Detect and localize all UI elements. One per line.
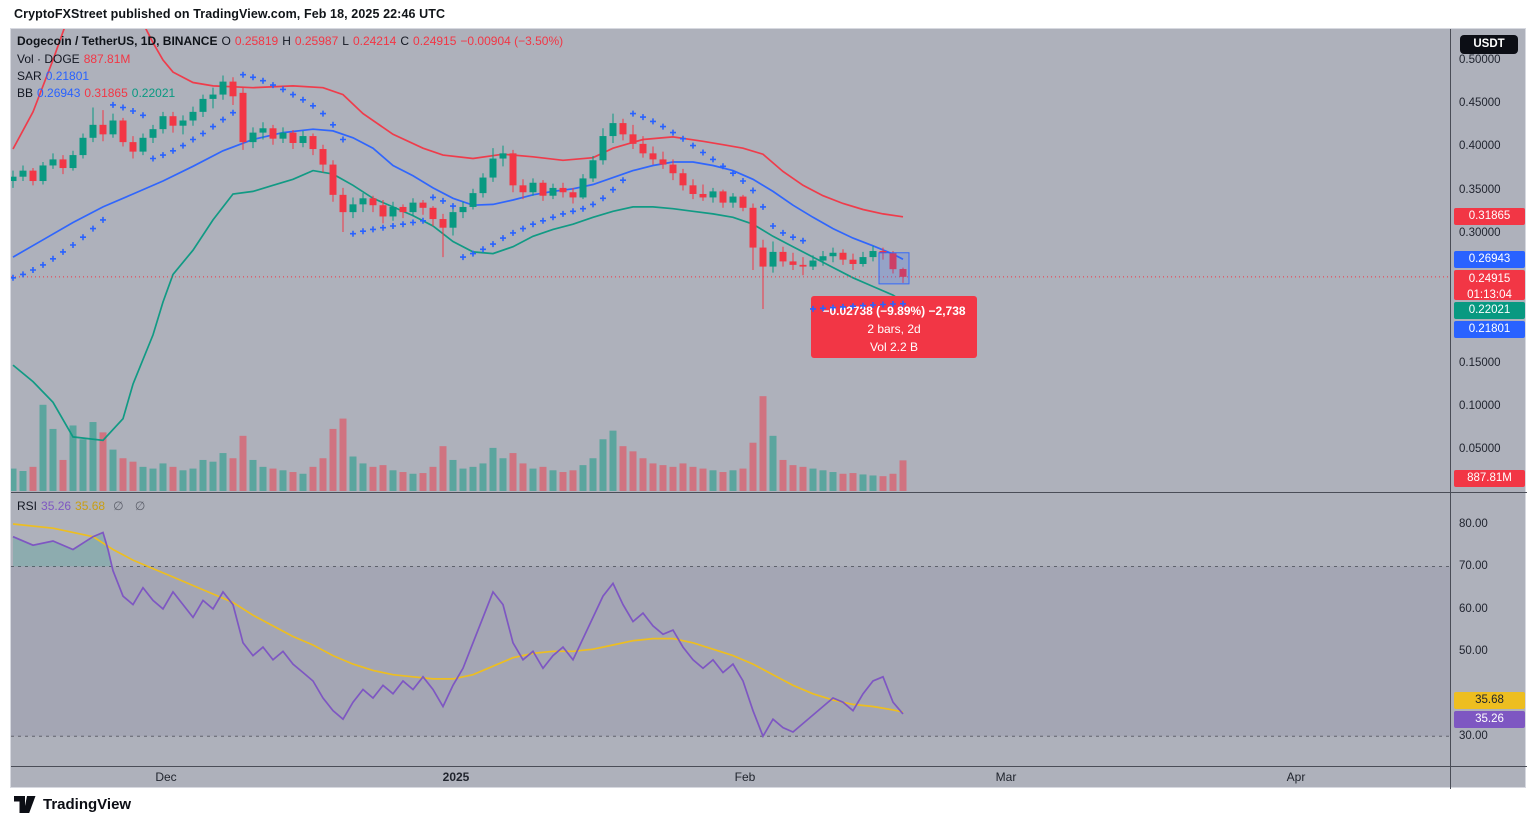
- change-value: −0.00904 (−3.50%): [460, 34, 564, 48]
- ohlc-low-label: L: [342, 34, 349, 48]
- rsi-legend: RSI 35.26 35.68 ∅ ∅: [17, 499, 153, 513]
- measure-tooltip-line1: −0.02738 (−9.89%) −2,738: [822, 304, 965, 318]
- rsi-legend-value: 35.26: [41, 499, 72, 513]
- tradingview-logo-icon[interactable]: [14, 795, 36, 813]
- price-badge-0.21801: 0.21801: [1454, 320, 1525, 338]
- rsi-tick-70.00: 70.00: [1459, 560, 1488, 573]
- ohlc-low-value: 0.24214: [352, 34, 397, 48]
- quote-currency-badge[interactable]: USDT: [1460, 35, 1518, 54]
- candles[interactable]: [11, 75, 907, 309]
- rsi-tick-80.00: 80.00: [1459, 518, 1488, 530]
- rsi-ma-value: 35.68: [75, 499, 106, 513]
- price-tick-0.40000: 0.40000: [1459, 140, 1501, 153]
- volume-badge: 887.81M: [1454, 470, 1525, 487]
- rsi-legend-label[interactable]: RSI: [17, 499, 38, 513]
- price-tick-0.50000: 0.50000: [1459, 54, 1501, 66]
- price-badge-0.24915: 0.24915 01:13:04: [1454, 269, 1525, 301]
- bb-lower-line: [12, 169, 904, 442]
- bb-lower-value: 0.22021: [131, 86, 176, 100]
- rsi-hidden-icons[interactable]: ∅ ∅: [113, 499, 150, 513]
- ohlc-high-value: 0.25987: [294, 34, 339, 48]
- rsi-tick-60.00: 60.00: [1459, 602, 1488, 615]
- bb-upper-value: 0.31865: [84, 86, 128, 100]
- ohlc-open-value: 0.25819: [234, 34, 279, 48]
- measure-tooltip-line2: 2 bars, 2d: [867, 322, 920, 336]
- rsi-tick-30.00: 30.00: [1459, 730, 1488, 743]
- time-tick-Dec: Dec: [155, 770, 177, 784]
- price-badge-0.31865: 0.31865: [1454, 208, 1525, 226]
- volume-legend-value: 887.81M: [83, 52, 131, 66]
- price-chart-canvas[interactable]: −0.02738 (−9.89%) −2,738 2 bars, 2d Vol 2.…: [11, 29, 1450, 789]
- price-tick-0.05000: 0.05000: [1459, 442, 1501, 455]
- rsi-badge-35.26: 35.26: [1454, 710, 1525, 728]
- main-pane[interactable]: [11, 29, 907, 491]
- time-tick-2025: 2025: [442, 770, 470, 784]
- price-tick-0.35000: 0.35000: [1459, 183, 1501, 196]
- volume-legend: Vol · DOGE 887.81M: [17, 52, 134, 66]
- bb-legend-label[interactable]: BB: [17, 86, 34, 100]
- bb-legend: BB 0.26943 0.31865 0.22021: [17, 86, 179, 100]
- attribution-text: CryptoFXStreet published on TradingView.…: [14, 7, 446, 21]
- rsi-pane[interactable]: [11, 523, 1450, 739]
- sar-dots: [11, 71, 906, 312]
- chart-region[interactable]: −0.02738 (−9.89%) −2,738 2 bars, 2d Vol 2.…: [10, 28, 1527, 789]
- bb-upper-line: [12, 29, 904, 218]
- ohlc-close-label: C: [400, 34, 410, 48]
- measure-tooltip: −0.02738 (−9.89%) −2,738 2 bars, 2d Vol 2.…: [811, 296, 977, 358]
- rsi-badge-35.68: 35.68: [1454, 691, 1525, 709]
- time-tick-Apr: Apr: [1286, 770, 1306, 784]
- price-tick-0.10000: 0.10000: [1459, 399, 1501, 412]
- ohlc-high-label: H: [282, 34, 291, 48]
- bb-basis-line: [12, 128, 904, 261]
- bb-basis-value: 0.26943: [37, 86, 81, 100]
- price-tick-0.30000: 0.30000: [1459, 226, 1501, 239]
- time-axis[interactable]: Dec 2025 Feb Mar Apr: [11, 766, 1450, 789]
- sar-legend-label[interactable]: SAR: [17, 69, 42, 83]
- volume-legend-label[interactable]: Vol · DOGE: [17, 52, 80, 66]
- time-tick-Feb: Feb: [734, 770, 756, 784]
- volume-bars: [11, 396, 907, 491]
- rsi-line: [12, 531, 904, 739]
- symbol-title[interactable]: Dogecoin / TetherUS, 1D, BINANCE: [17, 34, 218, 48]
- rsi-tick-50.00: 50.00: [1459, 645, 1488, 658]
- ohlc-open-label: O: [221, 34, 231, 48]
- sar-legend-value: 0.21801: [45, 69, 90, 83]
- rsi-overbought-fill: [13, 532, 111, 567]
- price-badge-0.22021: 0.22021: [1454, 301, 1525, 319]
- time-tick-Mar: Mar: [995, 770, 1017, 784]
- footer: TradingView: [0, 788, 1536, 820]
- sar-legend: SAR 0.21801: [17, 69, 93, 83]
- ohlc-close-value: 0.24915: [413, 34, 457, 48]
- measure-selection-box[interactable]: [878, 252, 910, 285]
- price-axis[interactable]: USDT 0.50000 0.45000 0.40000 0.35000 0.30000…: [1450, 29, 1527, 789]
- time-axis-divider: [11, 766, 1527, 767]
- tradingview-brand[interactable]: TradingView: [43, 795, 132, 813]
- price-badge-0.26943: 0.26943: [1454, 250, 1525, 268]
- measure-tooltip-line3: Vol 2.2 B: [870, 340, 918, 354]
- rsi-ma-line: [12, 523, 904, 713]
- pane-divider[interactable]: [11, 492, 1527, 493]
- rsi-band: [11, 566, 1450, 737]
- price-tick-0.45000: 0.45000: [1459, 97, 1501, 110]
- symbol-legend: Dogecoin / TetherUS, 1D, BINANCE O 0.25819…: [17, 34, 567, 48]
- price-tick-0.15000: 0.15000: [1459, 356, 1501, 369]
